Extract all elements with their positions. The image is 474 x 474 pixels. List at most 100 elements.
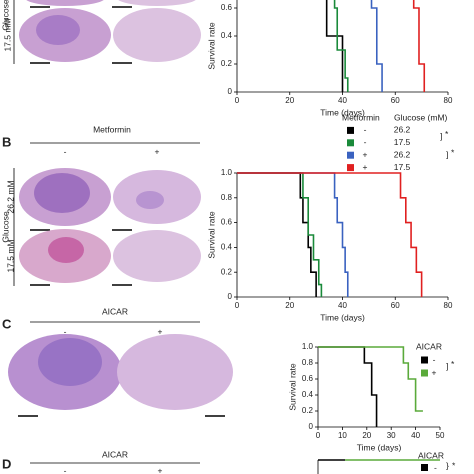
y-tick-label: 0.8 <box>221 193 233 202</box>
y-tick-label: 0.8 <box>302 358 314 367</box>
x-tick-label: 20 <box>285 96 294 105</box>
x-tick-label: 60 <box>391 301 400 310</box>
y-tick-label: 0.2 <box>221 59 233 68</box>
row-label: 17.5 mM <box>5 239 15 272</box>
legend-label: - <box>364 137 367 147</box>
legend-swatch <box>347 126 354 134</box>
brain-section <box>118 0 196 6</box>
x-tick-label: 0 <box>316 431 321 440</box>
legend-swatch <box>347 164 354 172</box>
y-tick-label: 0.4 <box>221 31 233 40</box>
survival-curve <box>237 172 323 297</box>
tumor <box>48 237 84 263</box>
legend-label: - <box>434 462 437 472</box>
significance-bracket: ] <box>446 149 448 159</box>
x-tick-label: 80 <box>444 96 453 105</box>
y-axis-label: Survival rate <box>206 22 216 70</box>
legend-label: 26.2 <box>394 149 411 159</box>
legend-label: - <box>364 125 367 135</box>
panel-letter: B <box>2 134 11 149</box>
column-label: + <box>158 326 163 336</box>
x-tick-label: 40 <box>411 431 420 440</box>
x-tick-label: 60 <box>391 96 400 105</box>
survival-curve <box>318 346 378 427</box>
y-tick-label: 1.0 <box>302 342 314 351</box>
column-label: + <box>158 465 163 474</box>
y-tick-label: 0.6 <box>221 218 233 227</box>
significance-bracket: ] <box>446 361 448 371</box>
significance: * <box>451 147 455 157</box>
column-label: - <box>64 326 67 336</box>
legend-swatch <box>421 369 428 377</box>
brain-section <box>113 8 201 62</box>
legend-label: 17.5 <box>394 162 411 172</box>
y-tick-label: 0.6 <box>302 374 314 383</box>
legend-label: 26.2 <box>394 125 411 135</box>
survival-curve <box>370 0 383 92</box>
treatment-label: AICAR <box>102 449 128 459</box>
tumor <box>38 338 102 386</box>
x-axis-label: Time (days) <box>320 107 365 117</box>
tumor <box>36 15 80 45</box>
legend-header: Metformin <box>342 112 380 122</box>
survival-curve <box>325 0 344 92</box>
group-label: Glucose <box>0 211 10 242</box>
treatment-label: Metformin <box>93 124 131 134</box>
survival-curve <box>412 0 426 92</box>
legend-swatch <box>347 139 354 147</box>
x-tick-label: 20 <box>285 301 294 310</box>
survival-curve <box>318 346 423 412</box>
panel-letter: D <box>2 456 11 471</box>
y-tick-label: 0.4 <box>221 243 233 252</box>
y-tick-label: 0.2 <box>221 267 233 276</box>
significance: * <box>452 460 456 470</box>
x-tick-label: 30 <box>387 431 396 440</box>
brain-images <box>8 0 440 474</box>
x-tick-label: 0 <box>235 301 240 310</box>
group-label: Glucose <box>0 0 10 31</box>
legend-label: - <box>433 354 436 364</box>
legend-swatch <box>347 151 354 159</box>
brain-section <box>113 230 201 282</box>
survival-curve <box>237 172 349 297</box>
column-label: - <box>64 146 67 156</box>
y-axis-label: Survival rate <box>287 363 297 411</box>
y-tick-label: 1.0 <box>221 168 233 177</box>
legend-header: AICAR <box>418 450 444 460</box>
significance-bracket: ] <box>440 131 442 141</box>
significance: } <box>446 460 449 470</box>
y-tick-label: 0.4 <box>302 390 314 399</box>
tumor <box>34 173 90 213</box>
y-tick-label: 0 <box>228 292 233 301</box>
row-label: 17.5 mM <box>2 18 12 51</box>
row-label: 26.2 mM <box>5 180 15 213</box>
significance: * <box>445 129 449 139</box>
legend-header: Glucose (mM) <box>394 112 448 122</box>
x-tick-label: 10 <box>338 431 347 440</box>
x-tick-label: 40 <box>338 96 347 105</box>
brain-section <box>26 0 104 6</box>
panel-letter: C <box>2 316 12 331</box>
x-tick-label: 40 <box>338 301 347 310</box>
y-tick-label: 0.2 <box>302 406 314 415</box>
x-axis-label: Time (days) <box>357 442 402 452</box>
y-tick-label: 0 <box>309 422 314 431</box>
x-tick-label: 50 <box>436 431 445 440</box>
y-axis-label: Survival rate <box>206 211 216 259</box>
survival-curve <box>237 172 317 297</box>
x-tick-label: 80 <box>444 301 453 310</box>
column-label: - <box>64 465 67 474</box>
legend-label: + <box>432 367 437 377</box>
x-tick-label: 0 <box>235 96 240 105</box>
survival-curve <box>237 172 423 297</box>
treatment-label: AICAR <box>102 306 128 316</box>
x-tick-label: 20 <box>362 431 371 440</box>
legend-label: + <box>363 162 368 172</box>
legend-label: + <box>363 149 368 159</box>
legend-swatch <box>421 464 428 471</box>
legend-header: AICAR <box>416 341 442 351</box>
significance: * <box>451 359 455 369</box>
brain-section <box>117 334 233 410</box>
survival-curve <box>333 0 349 92</box>
